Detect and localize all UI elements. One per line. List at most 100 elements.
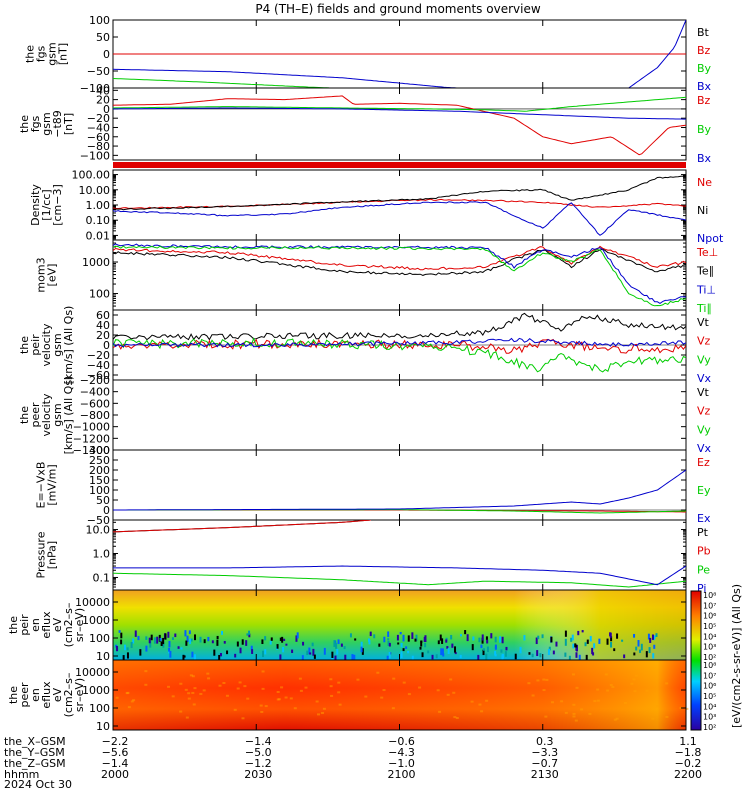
heatmap-speckle bbox=[260, 711, 263, 713]
heatmap-speckle bbox=[277, 644, 279, 649]
y-tick-label: 100 bbox=[89, 632, 110, 645]
heatmap-speckle bbox=[405, 646, 407, 649]
heatmap-speckle bbox=[126, 692, 129, 694]
heatmap-speckle bbox=[403, 682, 406, 684]
heatmap-speckle bbox=[598, 639, 600, 644]
panel-frame bbox=[113, 380, 686, 450]
heatmap-speckle bbox=[135, 630, 137, 636]
legend-vx: Vx bbox=[697, 442, 712, 455]
heatmap-speckle bbox=[283, 639, 285, 641]
heatmap-speckle bbox=[607, 639, 609, 645]
heatmap-speckle bbox=[203, 689, 206, 691]
heatmap-speckle bbox=[646, 690, 649, 692]
heatmap-speckle bbox=[495, 637, 497, 643]
heatmap-speckle bbox=[633, 652, 635, 655]
heatmap-speckle bbox=[652, 653, 654, 658]
heatmap-speckle bbox=[536, 650, 538, 656]
y-axis-label-line: [mV/m] bbox=[46, 464, 59, 505]
heatmap-speckle bbox=[633, 678, 636, 680]
heatmap-speckle bbox=[420, 647, 422, 650]
heatmap-speckle bbox=[128, 706, 131, 708]
heatmap-speckle bbox=[207, 677, 210, 679]
heatmap-speckle bbox=[605, 673, 608, 675]
heatmap-speckle bbox=[262, 688, 265, 690]
legend-bz: Bz bbox=[697, 44, 711, 57]
legend-ez: Ez bbox=[697, 456, 710, 469]
heatmap-speckle bbox=[383, 689, 386, 691]
heatmap-speckle bbox=[630, 683, 633, 685]
y-tick-label: 100.00 bbox=[72, 169, 111, 182]
heatmap-speckle bbox=[422, 652, 424, 657]
legend-bx: Bx bbox=[697, 80, 712, 93]
heatmap-speckle bbox=[144, 670, 147, 672]
heatmap-speckle bbox=[169, 651, 171, 658]
heatmap-speckle bbox=[646, 651, 648, 657]
heatmap-speckle bbox=[515, 654, 517, 660]
heatmap-speckle bbox=[480, 645, 482, 648]
heatmap-speckle bbox=[610, 684, 613, 686]
heatmap-speckle bbox=[572, 644, 574, 649]
heatmap-speckle bbox=[582, 630, 584, 632]
heatmap-speckle bbox=[224, 641, 226, 644]
series-group bbox=[113, 20, 686, 88]
heatmap-speckle bbox=[449, 678, 452, 680]
y-tick-label: 0.10 bbox=[86, 214, 111, 227]
legend-ne: Ne bbox=[697, 176, 712, 189]
heatmap-speckle bbox=[635, 647, 637, 651]
heatmap-speckle bbox=[460, 655, 462, 658]
colorbar-tick: 10⁵ bbox=[703, 692, 716, 701]
heatmap-speckle bbox=[120, 633, 122, 639]
heatmap-speckle bbox=[222, 682, 225, 684]
heatmap-speckle bbox=[590, 636, 592, 641]
footer-value-t: 2200 bbox=[674, 768, 702, 781]
heatmap-speckle bbox=[495, 654, 497, 656]
heatmap-speckle bbox=[400, 632, 402, 634]
heatmap-speckle bbox=[464, 630, 466, 634]
heatmap-speckle bbox=[424, 635, 426, 642]
heatmap-speckle bbox=[500, 649, 502, 652]
heatmap-speckle bbox=[451, 644, 453, 648]
heatmap-speckle bbox=[127, 647, 129, 650]
heatmap-speckle bbox=[585, 642, 587, 646]
series-group bbox=[113, 244, 686, 306]
heatmap-speckle bbox=[191, 652, 193, 658]
heatmap-speckle bbox=[370, 632, 372, 636]
heatmap-speckle bbox=[199, 693, 202, 695]
heatmap-speckle bbox=[331, 652, 333, 658]
heatmap-speckle bbox=[312, 643, 314, 647]
heatmap-speckle bbox=[193, 687, 196, 689]
heatmap-speckle bbox=[221, 631, 223, 635]
heatmap-speckle bbox=[528, 652, 530, 655]
y-axis-label: thefgsgsm−t89[nT] bbox=[18, 110, 75, 138]
legend-vz: Vz bbox=[697, 335, 711, 348]
series-group bbox=[113, 470, 686, 513]
heatmap-speckle bbox=[447, 694, 450, 696]
heatmap-speckle bbox=[611, 686, 614, 688]
y-tick-label: 10.00 bbox=[79, 184, 111, 197]
legend-npot: Npot bbox=[697, 232, 724, 245]
y-tick-label: 10000 bbox=[75, 666, 110, 679]
heatmap-speckle bbox=[189, 639, 191, 644]
heatmap-speckle bbox=[472, 637, 474, 641]
heatmap-speckle bbox=[317, 713, 320, 715]
heatmap-speckle bbox=[127, 652, 129, 658]
y-axis-label-line: [cm−3] bbox=[51, 184, 64, 226]
heatmap-speckle bbox=[262, 670, 265, 672]
heatmap-speckle bbox=[324, 648, 326, 655]
colorbar-gradient bbox=[691, 591, 701, 730]
heatmap-speckle bbox=[120, 640, 122, 645]
heatmap-speckle bbox=[442, 653, 444, 656]
heatmap-speckle bbox=[191, 692, 194, 694]
heatmap-speckle bbox=[575, 652, 577, 658]
colorbar-label: [eV/(cm2-s-sr-eV)] (All Qs) bbox=[730, 584, 743, 728]
legend-pe: Pe bbox=[697, 563, 710, 576]
heatmap-speckle bbox=[502, 637, 504, 644]
heatmap-speckle bbox=[649, 647, 651, 653]
heatmap-speckle bbox=[575, 687, 578, 689]
heatmap-speckle bbox=[116, 646, 118, 651]
y-tick-label: 100 bbox=[89, 702, 110, 715]
heatmap-speckle bbox=[542, 679, 545, 681]
heatmap-speckle bbox=[392, 678, 395, 680]
heatmap-speckle bbox=[323, 708, 326, 710]
heatmap-speckle bbox=[246, 698, 249, 700]
